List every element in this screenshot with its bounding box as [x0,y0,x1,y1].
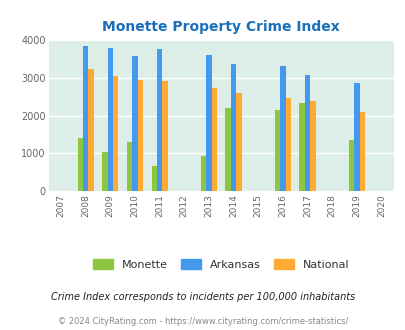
Bar [137,80,143,191]
Bar [285,98,290,191]
Bar [279,66,285,191]
Bar [206,55,211,191]
Bar [298,103,304,191]
Bar [162,81,167,191]
Bar [113,76,118,191]
Bar [200,156,206,191]
Text: Crime Index corresponds to incidents per 100,000 inhabitants: Crime Index corresponds to incidents per… [51,292,354,302]
Bar [83,46,88,191]
Bar [225,108,230,191]
Bar [353,83,359,191]
Legend: Monette, Arkansas, National: Monette, Arkansas, National [88,255,353,274]
Bar [211,88,217,191]
Bar [102,151,107,191]
Text: © 2024 CityRating.com - https://www.cityrating.com/crime-statistics/: © 2024 CityRating.com - https://www.city… [58,317,347,326]
Title: Monette Property Crime Index: Monette Property Crime Index [102,20,339,34]
Bar [304,75,309,191]
Bar [309,101,315,191]
Bar [157,49,162,191]
Bar [126,143,132,191]
Bar [230,64,236,191]
Bar [151,166,157,191]
Bar [132,56,137,191]
Bar [88,69,94,191]
Bar [107,48,113,191]
Bar [348,140,353,191]
Bar [77,138,83,191]
Bar [359,112,364,191]
Bar [236,93,241,191]
Bar [274,110,279,191]
